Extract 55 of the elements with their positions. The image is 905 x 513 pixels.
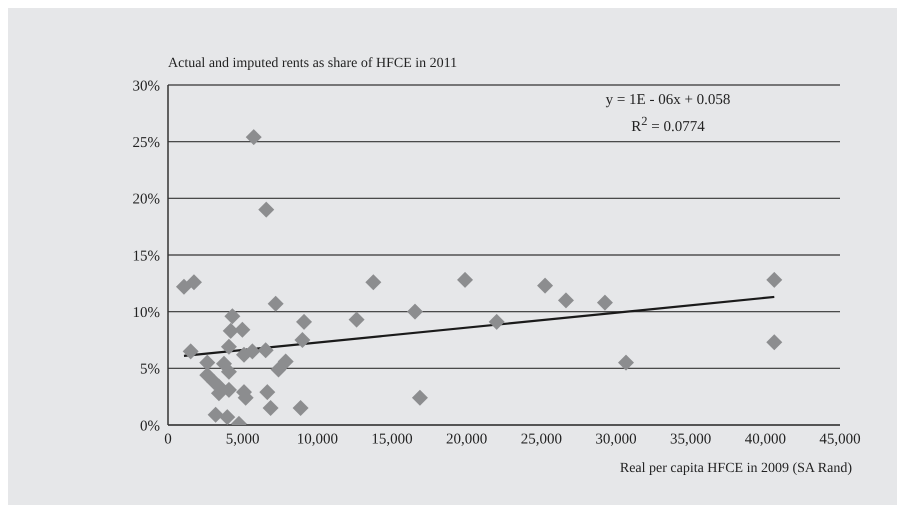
point [766,334,782,350]
x-tick-label: 40,000 [744,432,786,448]
point [278,354,294,370]
annotation: R$^{2}$ = 0.0774 [630,114,706,136]
point [219,409,236,425]
point [262,400,279,416]
point [186,274,202,290]
point [348,312,365,328]
point [220,338,237,355]
y-tick-label: 25% [132,134,160,151]
point [294,332,310,348]
y-tick-label: 20% [132,192,160,208]
point [234,322,250,338]
x-tick-label: 15,000 [371,432,413,448]
point [258,202,274,218]
point [365,274,382,290]
x-tick-label: 30,000 [595,432,637,448]
y-tick-label: 30% [132,78,160,94]
point [292,400,309,416]
point [406,304,423,320]
point [246,129,262,146]
x-axis-title: Real per capita HFCE in 2009 (SA Rand) [620,461,852,477]
point [457,272,474,288]
point [259,384,276,400]
point [766,272,782,288]
x-tick-label: 25,000 [520,432,562,448]
point [222,322,239,339]
point [596,294,613,311]
point [182,343,199,360]
point [558,292,574,308]
point [208,406,224,423]
y-tick-label: 5% [140,362,160,378]
point [488,314,505,330]
point [618,354,634,371]
point [537,278,554,294]
point [258,342,274,358]
point [270,361,287,378]
chart-title: Actual and imputed rents as share of HFCE in 2011 [168,56,458,72]
point [296,314,312,330]
y-tick-label: 0% [140,418,160,434]
y-tick-label: 15% [132,248,160,264]
x-tick-label: 20,000 [446,432,488,448]
x-tick-label: 10,000 [296,432,338,448]
x-tick-label: 45,000 [819,432,861,448]
annotation: y = 1E - 06x + 0.058 [604,92,732,109]
x-tick-label: 35,000 [670,432,712,448]
x-tick-label: 0 [164,432,172,448]
x-tick-label: 5,000 [226,432,260,448]
point [220,364,237,380]
point [412,390,428,406]
point [224,308,240,324]
point [199,354,216,371]
point [268,296,284,312]
point [176,278,192,295]
y-tick-label: 10% [132,304,160,321]
